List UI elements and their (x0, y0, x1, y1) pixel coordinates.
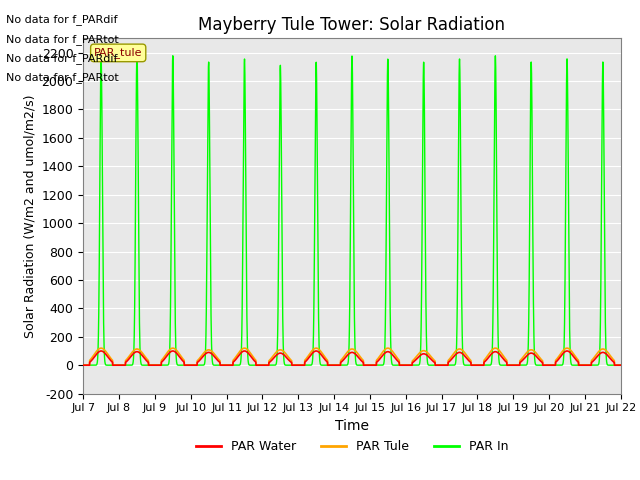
Text: PAR_tule: PAR_tule (94, 48, 143, 59)
Text: No data for f_PARdif: No data for f_PARdif (6, 14, 118, 25)
Text: No data for f_PARdif: No data for f_PARdif (6, 53, 118, 64)
X-axis label: Time: Time (335, 419, 369, 433)
Text: No data for f_PARtot: No data for f_PARtot (6, 72, 119, 83)
Legend: PAR Water, PAR Tule, PAR In: PAR Water, PAR Tule, PAR In (191, 435, 513, 458)
Y-axis label: Solar Radiation (W/m2 and umol/m2/s): Solar Radiation (W/m2 and umol/m2/s) (23, 94, 36, 338)
Title: Mayberry Tule Tower: Solar Radiation: Mayberry Tule Tower: Solar Radiation (198, 16, 506, 34)
Text: No data for f_PARtot: No data for f_PARtot (6, 34, 119, 45)
